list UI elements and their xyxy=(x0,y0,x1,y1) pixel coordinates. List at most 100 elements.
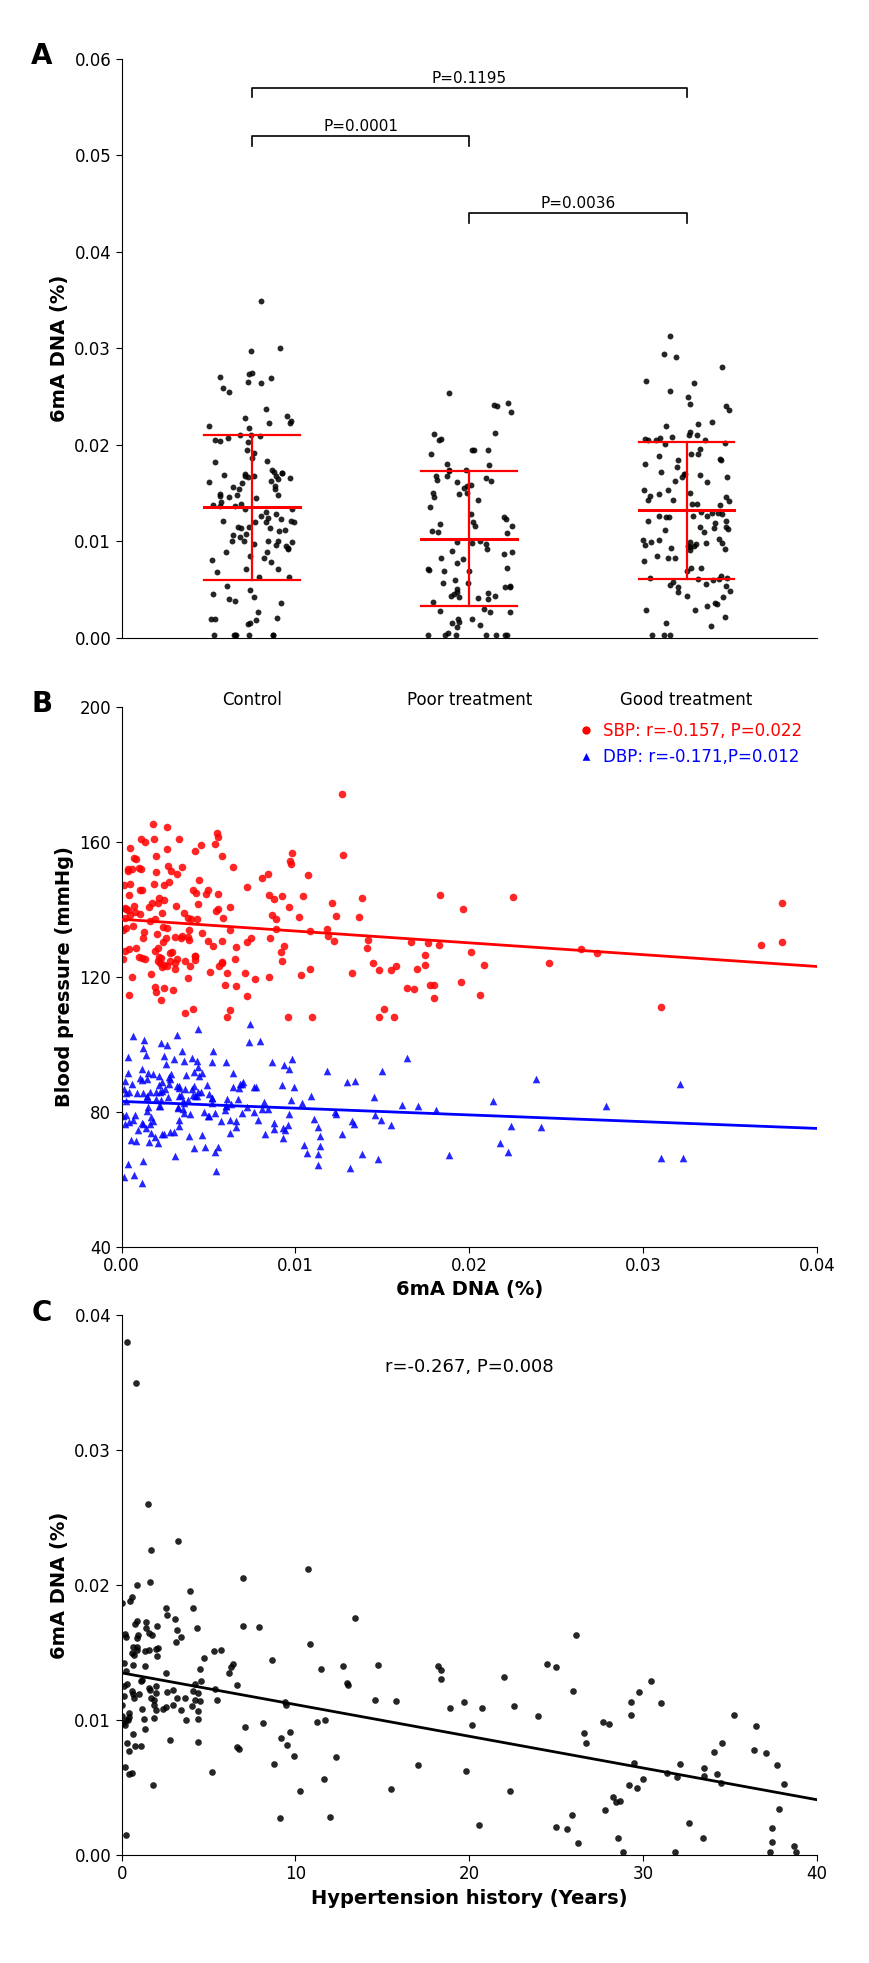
Point xyxy=(450,548,464,579)
Point xyxy=(244,420,258,451)
Point xyxy=(178,1682,192,1714)
Point xyxy=(223,891,237,923)
Point xyxy=(203,603,217,634)
Point xyxy=(143,1117,157,1148)
Point xyxy=(303,1629,317,1661)
Point xyxy=(157,974,171,1005)
Point xyxy=(182,915,196,946)
Point xyxy=(464,936,478,968)
Point xyxy=(721,512,735,544)
Point xyxy=(613,1784,627,1816)
Point xyxy=(255,862,269,893)
Point xyxy=(329,1741,343,1773)
Point xyxy=(126,1718,140,1749)
Point xyxy=(693,459,707,491)
Point xyxy=(471,583,485,614)
Point xyxy=(422,556,436,587)
Point xyxy=(275,879,289,911)
Point xyxy=(131,1619,145,1651)
Point xyxy=(219,1046,233,1078)
Point xyxy=(431,1651,445,1682)
Point xyxy=(211,1131,225,1162)
Point xyxy=(239,518,253,550)
Point xyxy=(255,1093,269,1125)
Point xyxy=(229,479,243,510)
Point xyxy=(321,921,335,952)
Point xyxy=(124,1580,138,1612)
Point xyxy=(267,1113,281,1144)
Point xyxy=(117,1680,131,1712)
Point xyxy=(645,620,659,652)
Point xyxy=(209,1156,222,1188)
Point xyxy=(251,561,265,593)
Point xyxy=(504,397,518,428)
Point xyxy=(209,446,222,477)
Point xyxy=(188,940,202,972)
Point xyxy=(153,1076,167,1107)
Point xyxy=(278,1115,292,1146)
Point xyxy=(256,542,270,573)
Point xyxy=(182,962,196,993)
Point xyxy=(671,446,685,477)
Point xyxy=(147,1690,161,1722)
Point xyxy=(134,899,148,930)
Point xyxy=(765,1812,779,1843)
Point xyxy=(119,1655,133,1686)
Point xyxy=(787,1830,801,1861)
Point xyxy=(141,1488,155,1519)
Point xyxy=(638,448,652,479)
Point xyxy=(137,1651,151,1682)
Point xyxy=(249,1072,262,1103)
Point xyxy=(713,524,726,556)
Point xyxy=(247,1072,261,1103)
Point xyxy=(307,1103,321,1135)
Point xyxy=(667,485,680,516)
Point xyxy=(693,497,707,528)
Point xyxy=(240,927,254,958)
Point xyxy=(252,1612,266,1643)
Point xyxy=(305,1001,319,1033)
Point xyxy=(480,528,494,559)
Point xyxy=(504,1109,518,1141)
Point xyxy=(170,1614,184,1645)
Point xyxy=(191,1050,205,1082)
Point xyxy=(490,391,504,422)
Point xyxy=(162,1082,176,1113)
Point xyxy=(706,565,720,597)
Point xyxy=(136,1054,149,1086)
Text: P=0.0036: P=0.0036 xyxy=(541,196,615,212)
Point xyxy=(343,1152,357,1184)
Point xyxy=(140,1095,154,1127)
Point xyxy=(649,424,663,455)
Text: A: A xyxy=(31,41,53,69)
Point xyxy=(189,1614,203,1645)
Point xyxy=(160,813,174,844)
Point xyxy=(249,605,263,636)
Point xyxy=(241,426,255,457)
Point xyxy=(116,1708,130,1739)
Point xyxy=(449,620,463,652)
Point xyxy=(264,465,278,497)
Point xyxy=(451,603,465,634)
Point xyxy=(169,1682,183,1714)
Point xyxy=(264,363,278,395)
Point xyxy=(489,620,503,652)
Point xyxy=(134,1667,148,1698)
Point xyxy=(445,607,459,638)
Point xyxy=(411,1749,425,1780)
Point xyxy=(446,536,460,567)
Point xyxy=(442,455,456,487)
Point xyxy=(149,1633,163,1665)
Point xyxy=(176,852,189,883)
Point xyxy=(238,461,252,493)
Point xyxy=(657,620,671,652)
Point xyxy=(687,595,701,626)
Point xyxy=(172,1072,186,1103)
Point xyxy=(123,1105,136,1137)
Point xyxy=(160,1029,174,1060)
Point xyxy=(262,962,276,993)
Point xyxy=(255,1708,269,1739)
Point xyxy=(229,1731,243,1763)
Point xyxy=(135,874,149,905)
Point xyxy=(276,1123,290,1154)
